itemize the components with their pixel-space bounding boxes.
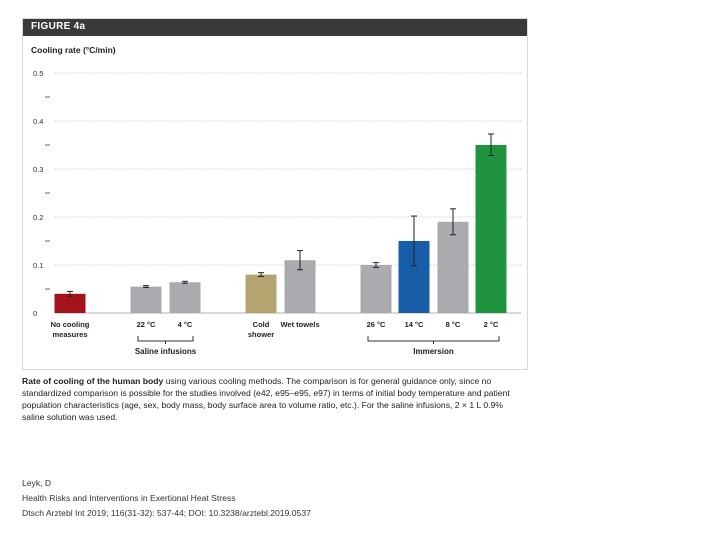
y-tick-label: 0	[33, 309, 37, 318]
bar	[475, 145, 507, 313]
y-tick-label: 0.2	[33, 213, 43, 222]
caption-text: using various cooling methods. The compa…	[22, 376, 510, 422]
credit-author: Leyk, D	[22, 478, 52, 488]
x-tick-label: 8 °C	[446, 320, 461, 329]
figure-header-bar: FIGURE 4a	[23, 19, 527, 36]
x-tick-label: Wet towels	[280, 320, 319, 329]
bar	[437, 221, 469, 313]
x-tick-label: No cooling measures	[51, 320, 90, 339]
bar	[130, 286, 162, 313]
y-tick-label: 0.4	[33, 117, 43, 126]
figure-panel: FIGURE 4a Cooling rate (°C/min) 0 0.1 0.2 0.…	[22, 18, 528, 370]
bar	[169, 282, 201, 313]
x-tick-label: Cold shower	[248, 320, 274, 339]
y-axis-title: Cooling rate (°C/min)	[31, 45, 116, 55]
bar-chart: Cooling rate (°C/min) 0 0.1 0.2 0.3 0.4 0.5 No …	[31, 45, 521, 356]
y-tick-label: 0.3	[33, 165, 43, 174]
y-tick-label: 0.1	[33, 261, 43, 270]
credit-citation: Dtsch Arztebl Int 2019; 116(31-32): 537-…	[22, 508, 311, 518]
group-bracket	[137, 336, 194, 342]
credit-article: Health Risks and Interventions in Exerti…	[22, 493, 236, 503]
group-bracket	[367, 336, 500, 342]
x-tick-label: 22 °C	[137, 320, 156, 329]
group-label: Immersion	[413, 347, 454, 356]
x-tick-label: 26 °C	[367, 320, 386, 329]
caption-lead: Rate of cooling of the human body	[22, 376, 164, 386]
bar	[360, 265, 392, 313]
bar	[245, 274, 277, 313]
y-tick-label: 0.5	[33, 69, 43, 78]
x-tick-label: 14 °C	[405, 320, 424, 329]
figure-caption: Rate of cooling of the human body using …	[22, 375, 527, 423]
figure-label: FIGURE 4a	[31, 21, 86, 32]
group-label: Saline infusions	[135, 347, 197, 356]
bar	[54, 293, 86, 313]
x-tick-label: 4 °C	[178, 320, 193, 329]
x-tick-label: 2 °C	[484, 320, 499, 329]
credits: Leyk, D Health Risks and Interventions i…	[22, 476, 311, 521]
